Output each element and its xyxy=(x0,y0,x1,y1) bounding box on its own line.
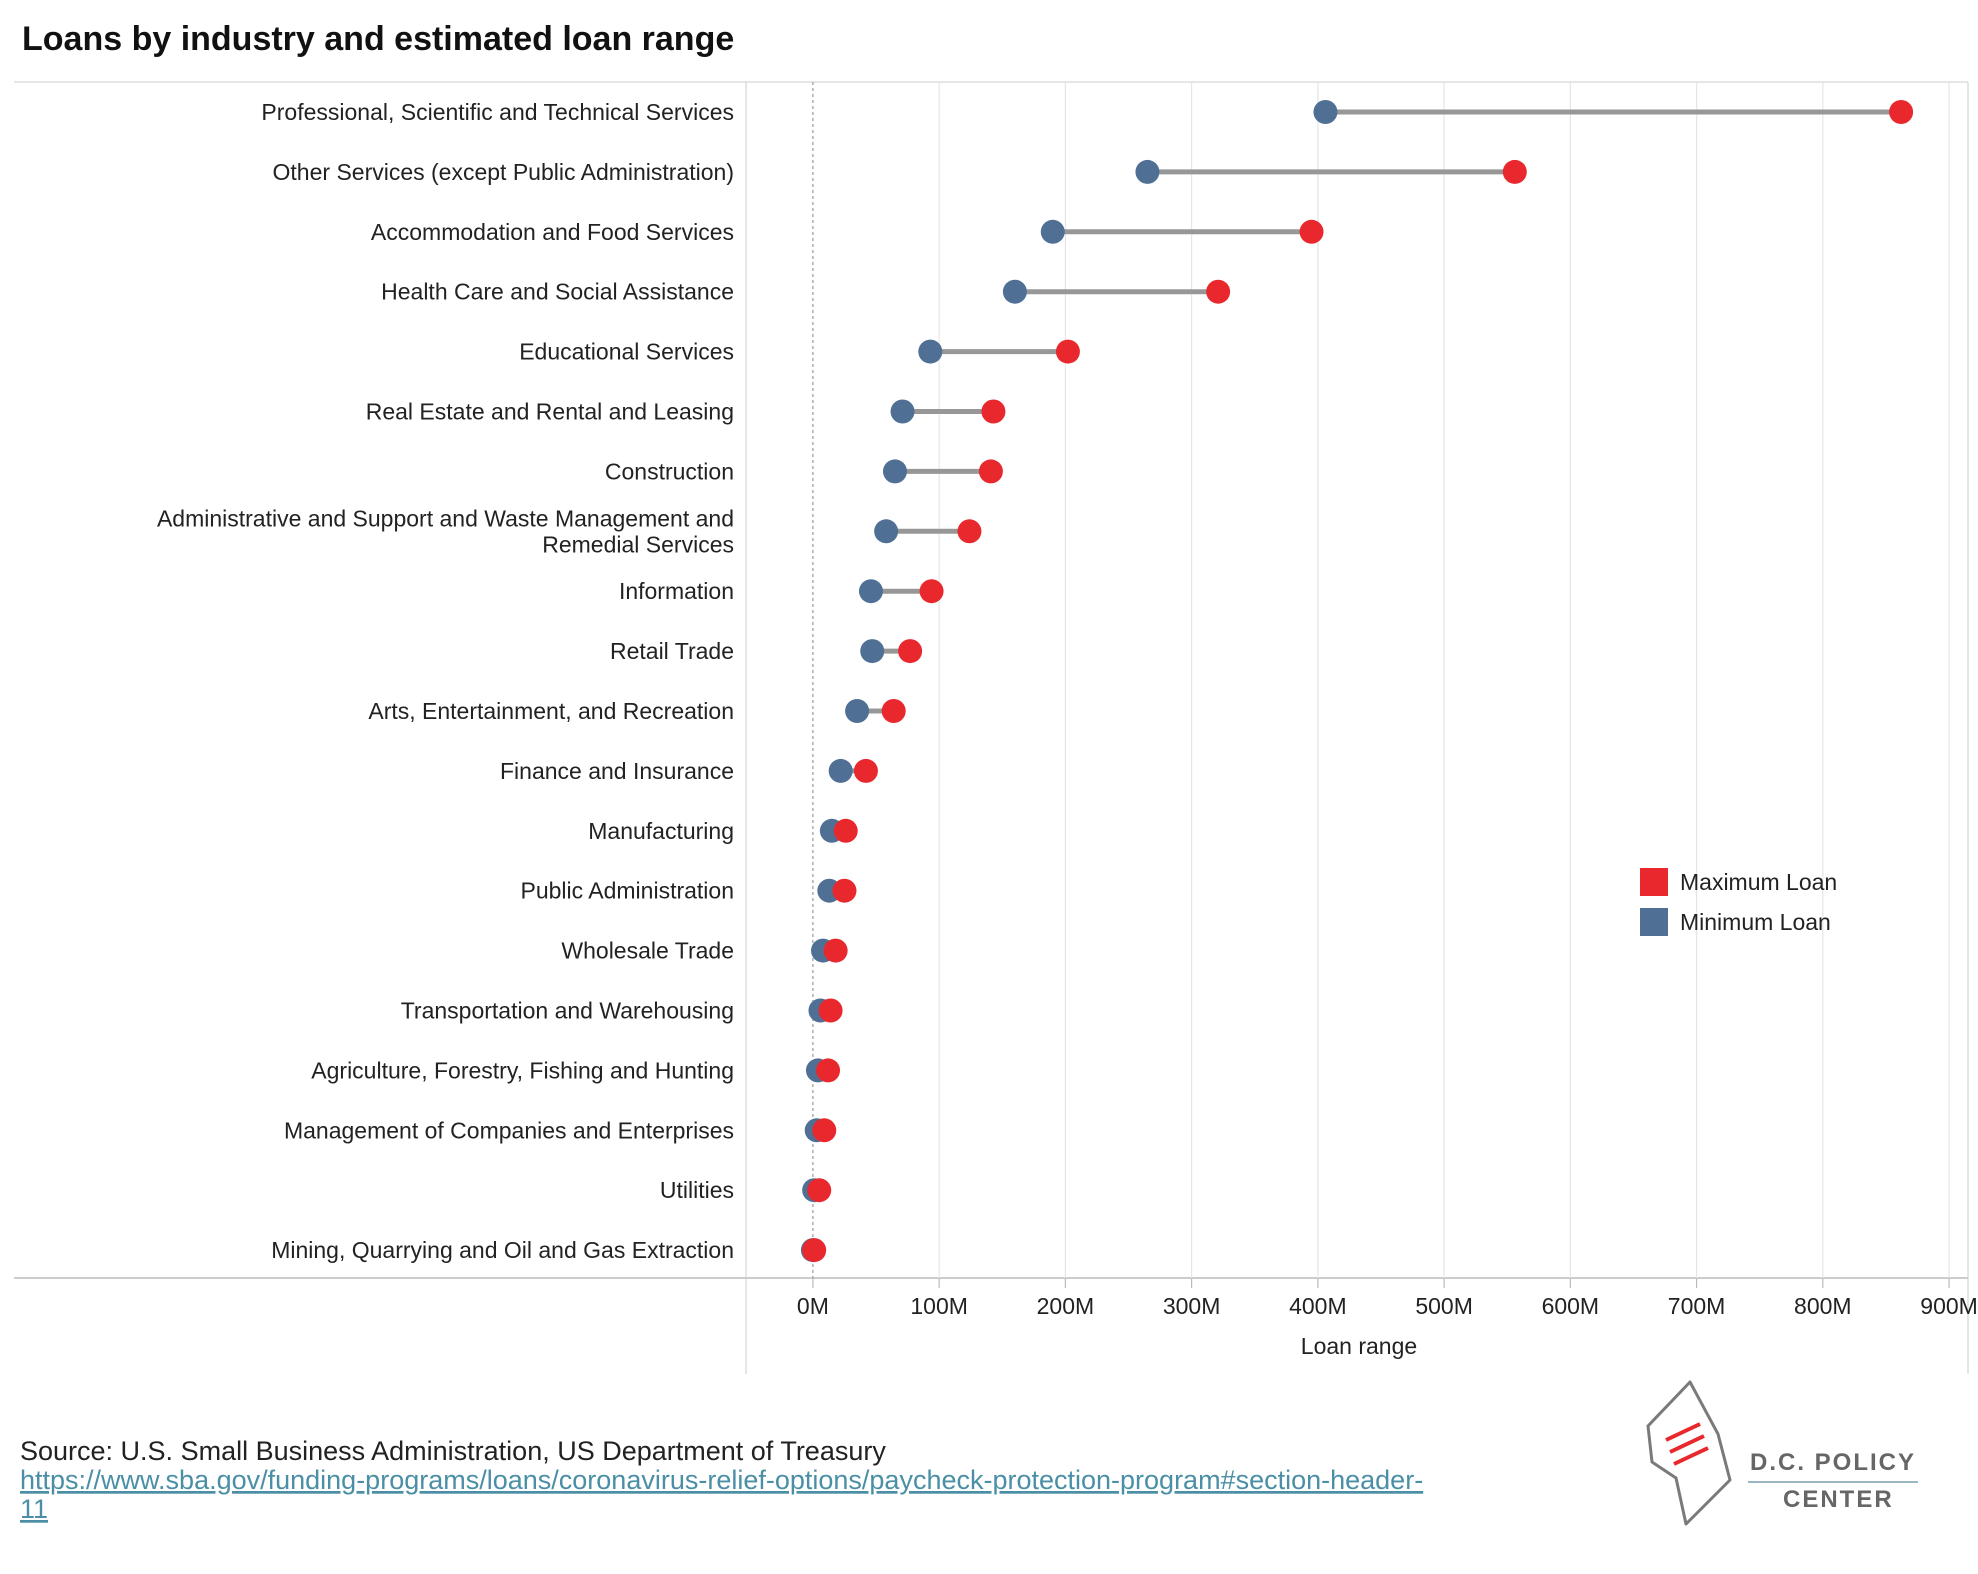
category-labels: Professional, Scientific and Technical S… xyxy=(157,99,734,1263)
max-loan-point xyxy=(978,459,1003,484)
x-tick-label: 400M xyxy=(1289,1293,1347,1319)
category-label: Arts, Entertainment, and Recreation xyxy=(368,698,734,724)
category-label: Administrative and Support and Waste Man… xyxy=(157,505,734,531)
category-label: Utilities xyxy=(660,1177,734,1203)
x-axis-ticks: 0M 100M 200M 300M 400M 500M 600M 700M 800M 900M xyxy=(797,1278,1978,1319)
min-loan-point xyxy=(828,758,853,783)
category-label: Real Estate and Rental and Leasing xyxy=(366,399,734,425)
min-loan-point xyxy=(1313,100,1338,124)
category-label: Retail Trade xyxy=(610,638,734,664)
max-loan-point xyxy=(1502,159,1527,184)
x-tick-label: 600M xyxy=(1542,1293,1600,1319)
legend-swatch-max xyxy=(1640,868,1668,896)
x-tick-label: 100M xyxy=(910,1293,968,1319)
min-loan-point xyxy=(1135,159,1160,184)
legend-label-min: Minimum Loan xyxy=(1680,909,1831,935)
category-label: Accommodation and Food Services xyxy=(371,219,734,245)
min-loan-point xyxy=(1040,219,1065,244)
logo-line2: CENTER xyxy=(1783,1486,1894,1513)
category-label: Information xyxy=(619,578,734,604)
max-loan-point xyxy=(1055,339,1080,364)
x-tick-label: 500M xyxy=(1415,1293,1473,1319)
x-tick-label: 200M xyxy=(1037,1293,1095,1319)
dc-map-icon xyxy=(1646,1380,1732,1526)
source-link-line2[interactable]: 11 xyxy=(20,1494,48,1524)
x-tick-label: 900M xyxy=(1920,1293,1978,1319)
grid-lines xyxy=(812,82,1950,1278)
source-text: Source: U.S. Small Business Administrati… xyxy=(20,1436,886,1466)
x-tick-label: 800M xyxy=(1794,1293,1852,1319)
category-label: Educational Services xyxy=(519,339,734,365)
min-loan-point xyxy=(882,459,907,484)
max-loan-point xyxy=(919,579,944,604)
category-label: Construction xyxy=(605,458,734,484)
max-loan-point xyxy=(802,1238,827,1263)
max-loan-point xyxy=(812,1118,837,1143)
max-loan-point xyxy=(881,699,906,723)
min-loan-point xyxy=(874,519,899,544)
min-loan-point xyxy=(1002,279,1027,304)
min-loan-point xyxy=(858,579,883,604)
x-tick-label: 300M xyxy=(1163,1293,1221,1319)
max-loan-point xyxy=(981,399,1006,424)
max-loan-point xyxy=(823,938,848,963)
max-loan-point xyxy=(1206,279,1231,304)
max-loan-point xyxy=(1299,219,1324,244)
x-tick-label: 700M xyxy=(1668,1293,1726,1319)
max-loan-point xyxy=(833,818,858,843)
min-loan-point xyxy=(845,699,870,723)
category-label: Remedial Services xyxy=(542,531,734,557)
category-label: Agriculture, Forestry, Fishing and Hunti… xyxy=(311,1057,734,1083)
max-loan-point xyxy=(816,1058,841,1083)
category-label: Other Services (except Public Administra… xyxy=(273,159,734,185)
category-label: Management of Companies and Enterprises xyxy=(284,1117,734,1143)
max-loan-point xyxy=(832,878,857,903)
category-label: Finance and Insurance xyxy=(500,758,734,784)
min-loan-point xyxy=(890,399,915,424)
max-loan-point xyxy=(807,1178,832,1203)
min-loan-point xyxy=(860,639,885,664)
max-loan-point xyxy=(1889,100,1914,124)
category-label: Professional, Scientific and Technical S… xyxy=(261,99,734,125)
chart-frame xyxy=(14,81,1969,1374)
category-label: Transportation and Warehousing xyxy=(401,998,734,1024)
data-points xyxy=(800,100,1914,1263)
max-loan-point xyxy=(853,758,878,783)
x-axis-title: Loan range xyxy=(1301,1333,1417,1359)
category-label: Wholesale Trade xyxy=(561,938,734,964)
legend-swatch-min xyxy=(1640,908,1668,936)
connector-lines xyxy=(812,109,1902,1253)
max-loan-point xyxy=(957,519,982,544)
category-label: Health Care and Social Assistance xyxy=(381,279,734,305)
max-loan-point xyxy=(818,998,843,1023)
category-label: Mining, Quarrying and Oil and Gas Extrac… xyxy=(271,1237,734,1263)
legend: Maximum Loan Minimum Loan xyxy=(1640,868,1837,936)
chart-title: Loans by industry and estimated loan ran… xyxy=(22,20,734,58)
x-tick-label: 0M xyxy=(797,1293,829,1319)
category-label: Public Administration xyxy=(521,878,735,904)
min-loan-point xyxy=(918,339,943,364)
category-label: Manufacturing xyxy=(588,818,734,844)
source-link-line1[interactable]: https://www.sba.gov/funding-programs/loa… xyxy=(20,1465,1423,1495)
logo-line1: D.C. POLICY xyxy=(1750,1449,1916,1476)
max-loan-point xyxy=(898,639,923,664)
legend-label-max: Maximum Loan xyxy=(1680,869,1837,895)
